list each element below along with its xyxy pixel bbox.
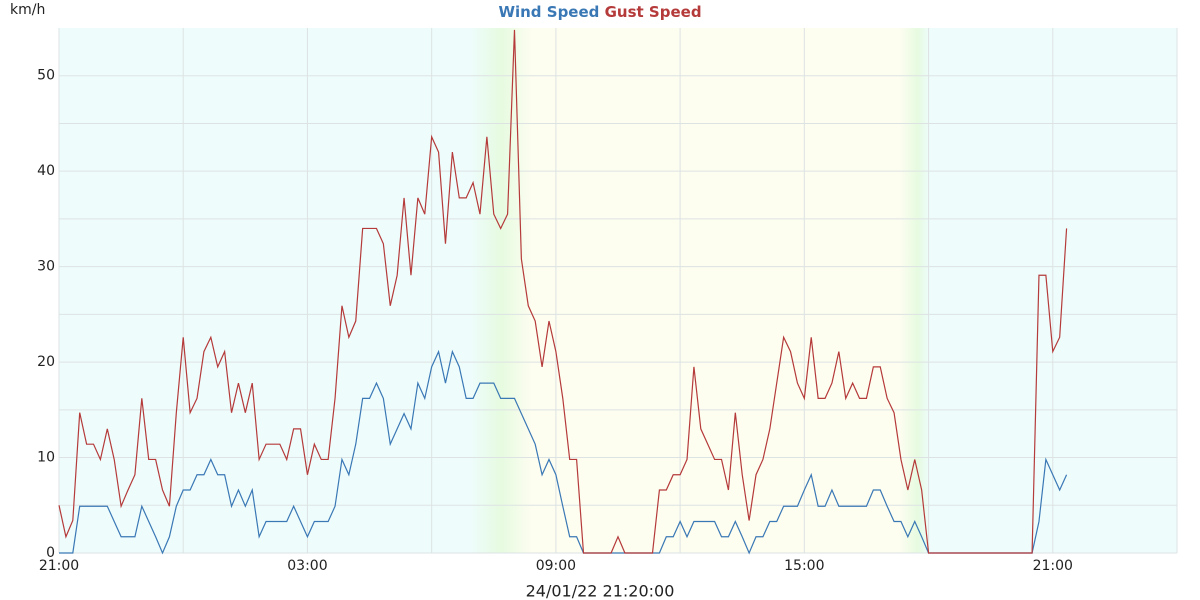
legend-entry: Wind Speed	[498, 3, 599, 21]
x-tick-label: 21:00	[1033, 558, 1073, 574]
y-tick-label: 10	[37, 450, 55, 466]
y-tick-label: 40	[37, 163, 55, 179]
line-series	[58, 29, 1068, 554]
y-axis-label: km/h	[10, 2, 45, 18]
line-series	[59, 349, 1068, 555]
y-tick-label: 50	[37, 68, 55, 84]
background	[59, 28, 1177, 553]
y-tick-label: 20	[37, 354, 55, 370]
timestamp: 24/01/22 21:20:00	[526, 582, 675, 600]
x-tick-label: 15:00	[784, 558, 824, 574]
legend-entry: Gust Speed	[605, 3, 702, 21]
x-tick-label: 21:00	[39, 558, 79, 574]
y-tick-label: 0	[46, 545, 55, 561]
x-tick-label: 03:00	[287, 558, 327, 574]
y-tick-label: 30	[37, 259, 55, 275]
legend: Wind Speed Gust Speed	[498, 3, 701, 21]
x-tick-label: 09:00	[536, 558, 576, 574]
